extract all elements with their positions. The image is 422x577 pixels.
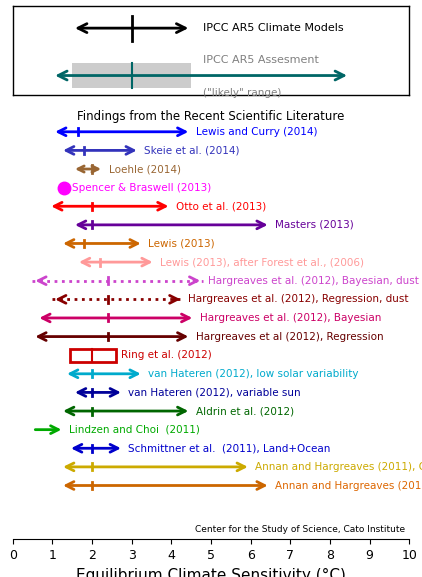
Text: Skeie et al. (2014): Skeie et al. (2014): [144, 145, 240, 155]
Text: van Hateren (2012), low solar variability: van Hateren (2012), low solar variabilit…: [148, 369, 359, 379]
Text: Lewis (2013): Lewis (2013): [148, 238, 215, 249]
Text: Lewis (2013), after Forest et al., (2006): Lewis (2013), after Forest et al., (2006…: [160, 257, 364, 267]
Bar: [70, 349, 116, 362]
Text: IPCC AR5 Assesment: IPCC AR5 Assesment: [203, 55, 319, 65]
Text: Masters (2013): Masters (2013): [275, 220, 354, 230]
Text: ("likely" range): ("likely" range): [203, 88, 281, 98]
Text: van Hateren (2012), variable sun: van Hateren (2012), variable sun: [128, 387, 301, 398]
Text: Loehle (2014): Loehle (2014): [108, 164, 181, 174]
Text: Hargreaves et al. (2012), Bayesian, dust: Hargreaves et al. (2012), Bayesian, dust: [208, 276, 419, 286]
Text: Spencer & Braswell (2013): Spencer & Braswell (2013): [72, 183, 211, 193]
Text: Schmittner et al.  (2011), Land+Ocean: Schmittner et al. (2011), Land+Ocean: [128, 443, 331, 454]
Text: Annan and Hargreaves (2011), Expert: Annan and Hargreaves (2011), Expert: [275, 481, 422, 490]
Text: Lindzen and Choi  (2011): Lindzen and Choi (2011): [69, 425, 200, 434]
Text: Center for the Study of Science, Cato Institute: Center for the Study of Science, Cato In…: [195, 525, 406, 534]
Text: Hargreaves et al. (2012), Regression, dust: Hargreaves et al. (2012), Regression, du…: [188, 294, 408, 304]
Text: Ring et al. (2012): Ring et al. (2012): [121, 350, 211, 360]
Text: IPCC AR5 Climate Models: IPCC AR5 Climate Models: [203, 23, 344, 33]
Text: Annan and Hargreaves (2011), Cauchy: Annan and Hargreaves (2011), Cauchy: [255, 462, 422, 472]
Text: Otto et al. (2013): Otto et al. (2013): [176, 201, 266, 211]
Text: Lewis and Curry (2014): Lewis and Curry (2014): [196, 127, 317, 137]
Text: Hargreaves et al. (2012), Bayesian: Hargreaves et al. (2012), Bayesian: [200, 313, 381, 323]
Text: Aldrin et al. (2012): Aldrin et al. (2012): [196, 406, 294, 416]
Text: Hargreaves et al (2012), Regression: Hargreaves et al (2012), Regression: [196, 332, 384, 342]
Text: Findings from the Recent Scientific Literature: Findings from the Recent Scientific Lite…: [77, 110, 345, 123]
Bar: [72, 63, 191, 88]
X-axis label: Equilibrium Climate Sensitivity (°C): Equilibrium Climate Sensitivity (°C): [76, 568, 346, 577]
